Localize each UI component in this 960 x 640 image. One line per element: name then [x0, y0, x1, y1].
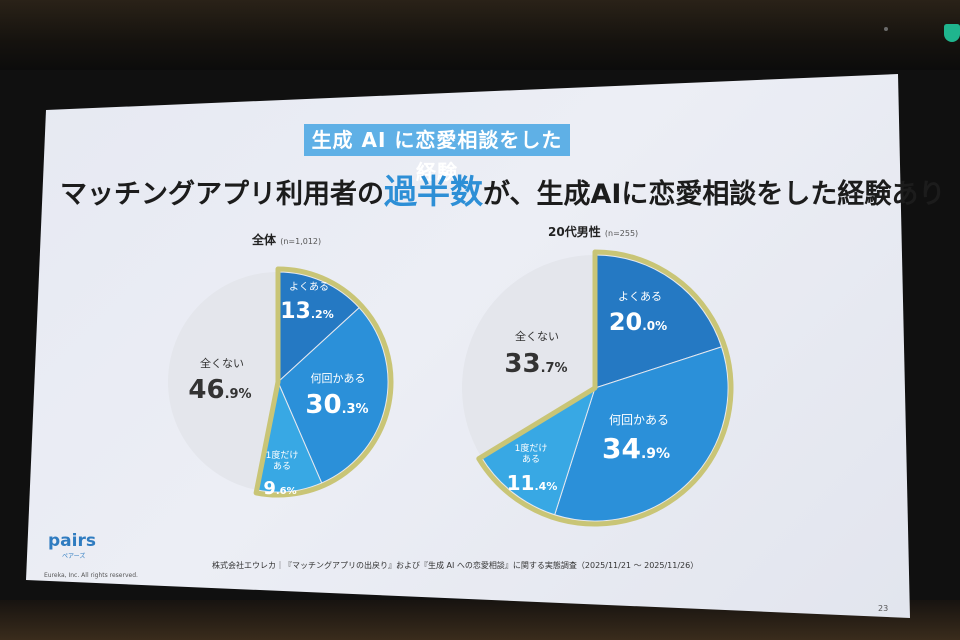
- pie1-label-often: よくある: [289, 281, 329, 293]
- pie2-title-text: 20代男性: [548, 225, 601, 239]
- pie1-value-once: 9.6%: [263, 478, 296, 499]
- shield-icon: [944, 24, 960, 42]
- source-footnote: 株式会社エウレカ｜『マッチングアプリの出戻り』および『生成 AI への恋愛相談』…: [212, 561, 699, 570]
- pie1-value-often: 13.2%: [280, 299, 333, 324]
- pie1-label-once-line2: ある: [273, 461, 291, 472]
- pie2-sample-size: (n=255): [604, 229, 639, 238]
- pie2-label-several: 何回かある: [609, 413, 669, 427]
- pie1-value-several: 30.3%: [305, 390, 368, 420]
- pie2-title: 20代男性 (n=255): [548, 223, 638, 240]
- pie2-label-once-line1: 1度だけ: [515, 442, 548, 454]
- pie1-title: 全体 (n=1,012): [252, 231, 321, 248]
- pie-chart-men-20s: [462, 249, 734, 527]
- pie2-experience-outline: [476, 249, 734, 527]
- pie2-label-often: よくある: [618, 290, 662, 303]
- headline-prefix: マッチングアプリ利用者の: [60, 179, 384, 210]
- copyright-notice: Eureka, Inc. All rights reserved.: [44, 572, 138, 579]
- pie2-value-several: 34.9%: [602, 432, 670, 465]
- pie2-slice-1: [554, 346, 729, 522]
- pie2-value-often: 20.0%: [609, 308, 667, 336]
- pie2-slice-2: [480, 386, 596, 516]
- pairs-logo: pairs: [48, 531, 96, 551]
- pie1-slice-3: [168, 272, 278, 490]
- pie2-slice-0: [594, 254, 723, 389]
- pairs-logo-subtitle: ペアーズ: [62, 553, 86, 560]
- topic-banner: 生成 AI に恋愛相談をした経験: [304, 124, 570, 184]
- pie1-experience-outline: [253, 266, 394, 498]
- pie2-label-once-line2: ある: [522, 454, 540, 465]
- pie2-label-never: 全くない: [515, 329, 559, 343]
- headline-suffix: が、生成AIに恋愛相談をした経験あり: [483, 179, 946, 210]
- pie1-label-several: 何回かある: [311, 372, 366, 385]
- pie1-value-never: 46.9%: [188, 375, 251, 405]
- camera-dot-icon: [884, 27, 888, 31]
- slide-headline: マッチングアプリ利用者の過半数が、生成AIに恋愛相談をした経験あり: [60, 170, 945, 214]
- room-background-top: [0, 0, 960, 70]
- pie-chart-overall: [168, 266, 394, 498]
- pie1-label-once-line1: 1度だけ: [266, 449, 299, 461]
- pie1-label-never: 全くない: [200, 356, 244, 370]
- headline-highlight: 過半数: [384, 172, 483, 211]
- pie1-slice-1: [277, 307, 389, 484]
- pie1-title-text: 全体: [252, 233, 277, 247]
- pie1-sample-size: (n=1,012): [280, 237, 322, 246]
- page-number: 23: [878, 604, 889, 613]
- projected-slide: [26, 74, 910, 618]
- pie2-value-never: 33.7%: [504, 349, 567, 379]
- pie1-slice-0: [277, 271, 360, 384]
- pie2-value-once: 11.4%: [507, 471, 558, 495]
